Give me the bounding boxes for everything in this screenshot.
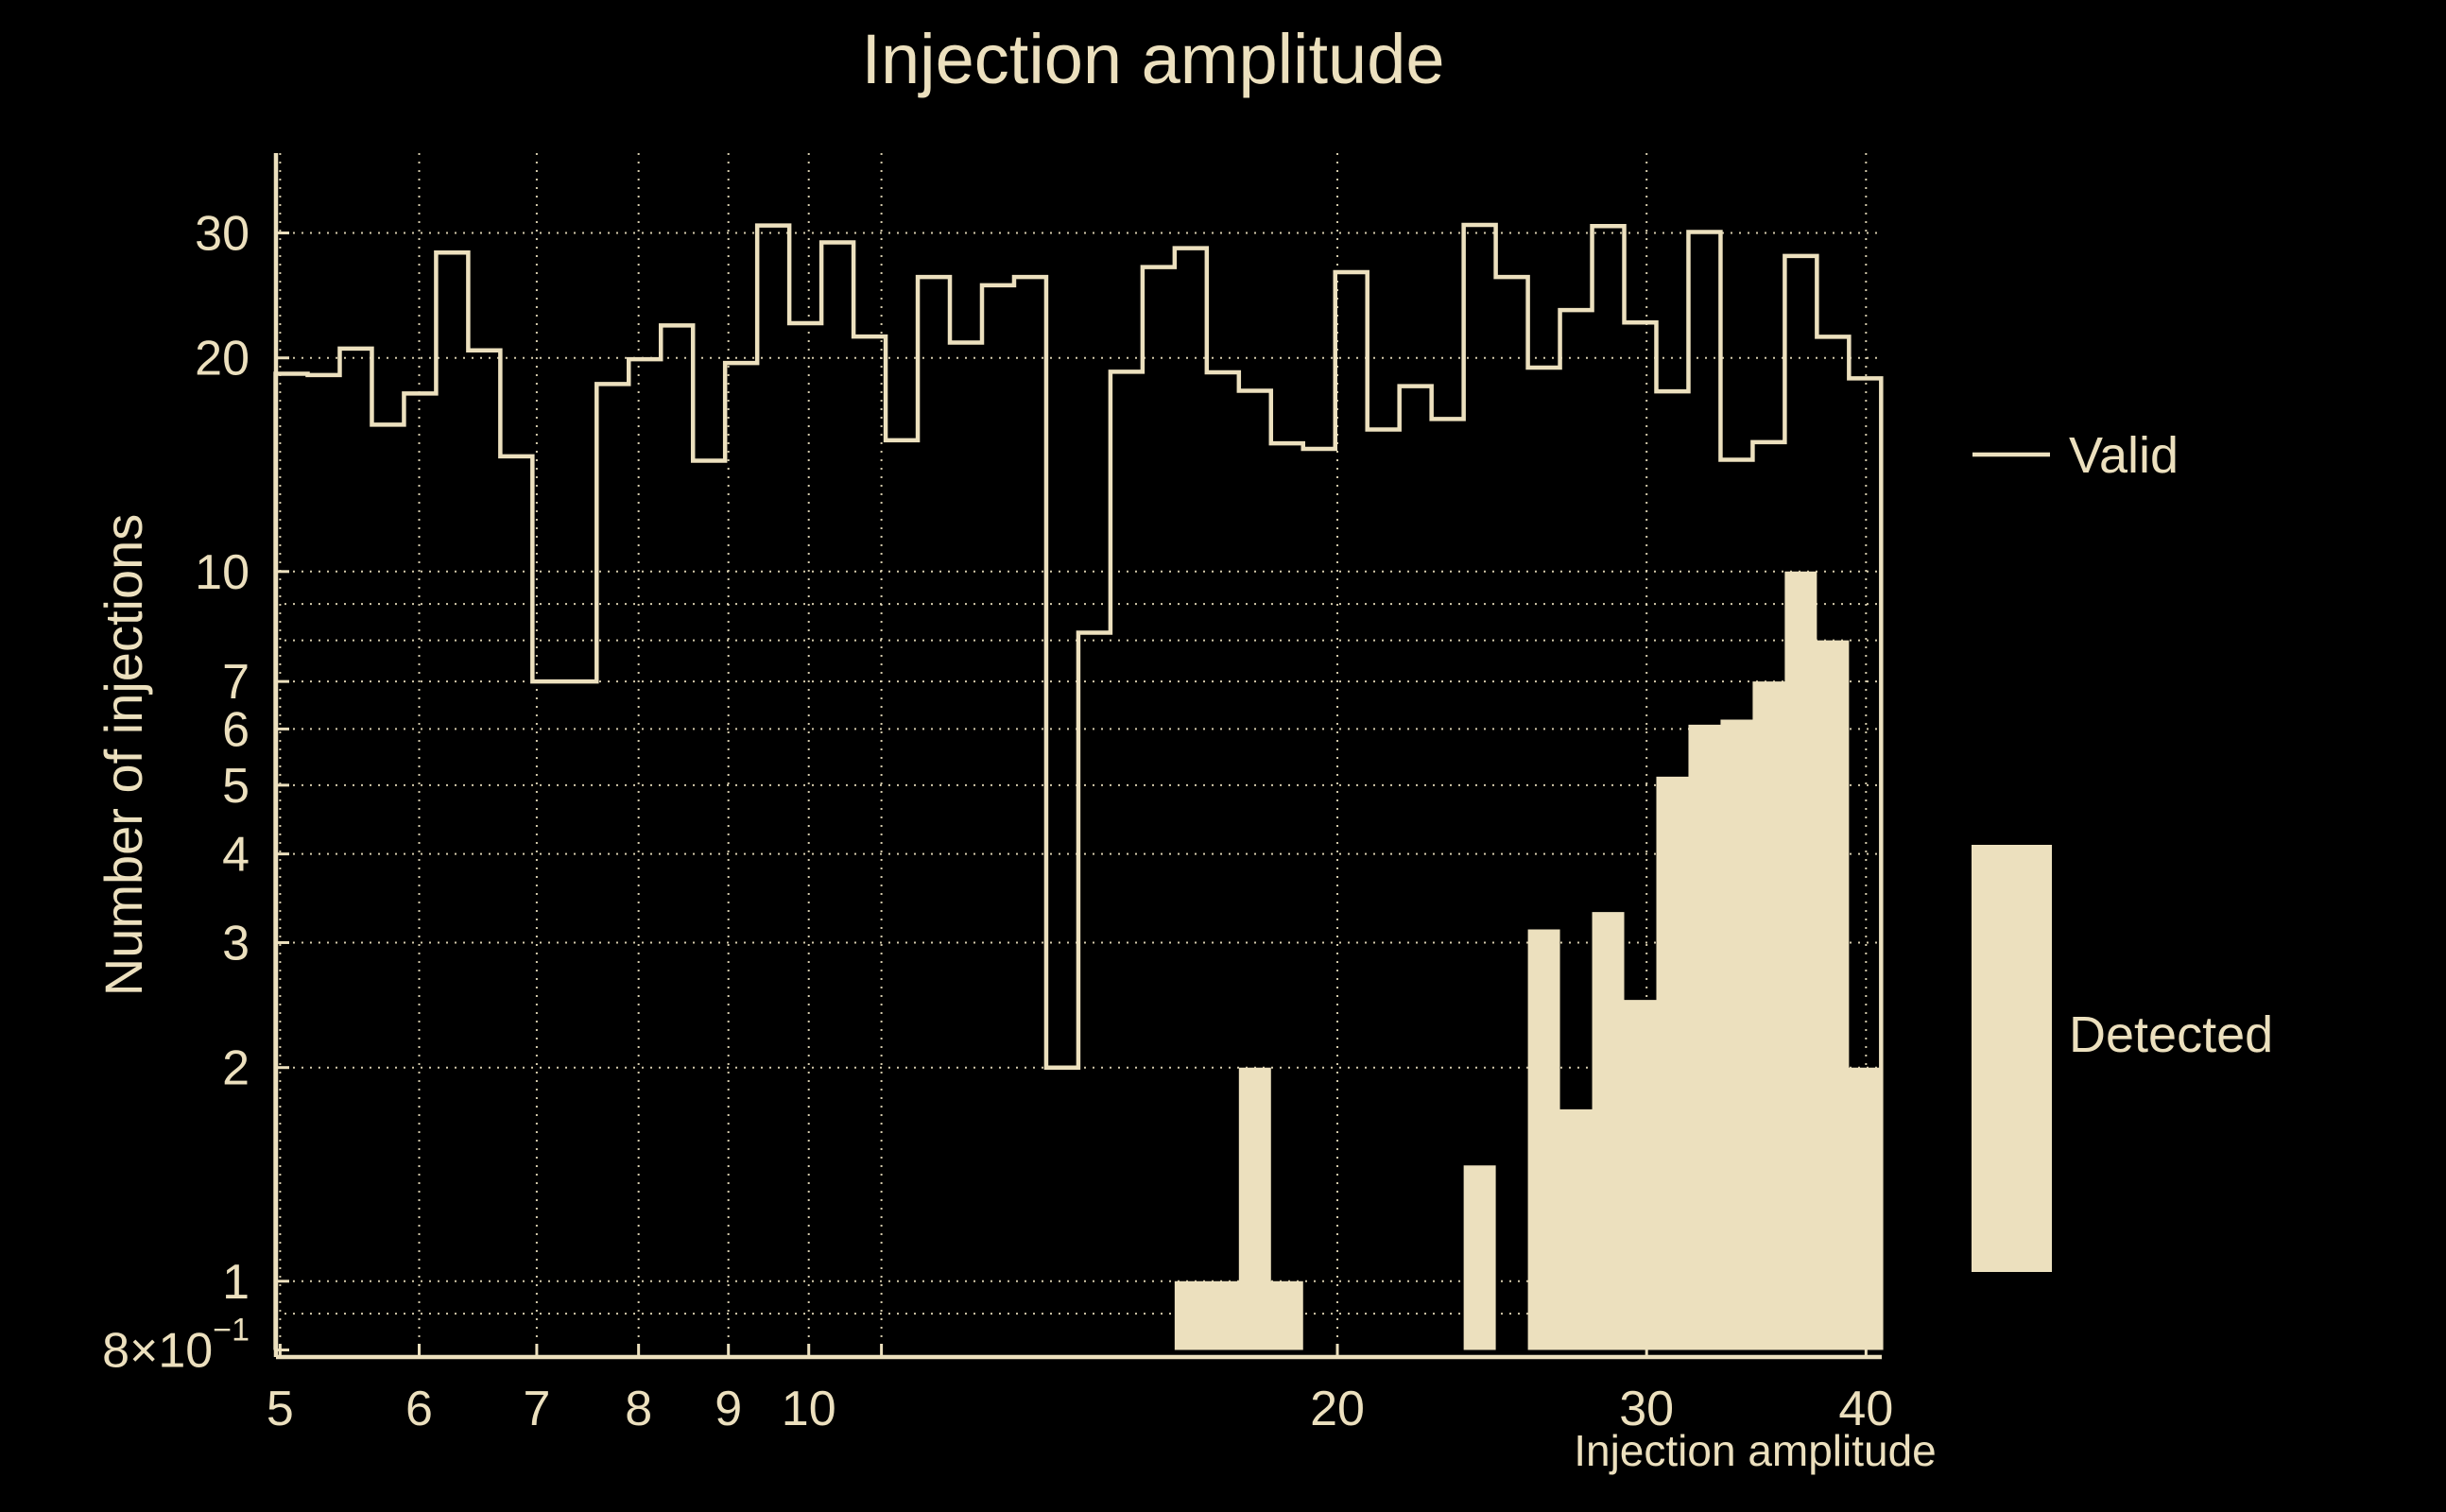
svg-text:Injection amplitude: Injection amplitude xyxy=(861,20,1444,98)
svg-text:Number of injections: Number of injections xyxy=(94,514,153,996)
svg-text:10: 10 xyxy=(195,545,250,600)
svg-text:30: 30 xyxy=(195,206,250,261)
svg-text:20: 20 xyxy=(1310,1382,1365,1436)
svg-text:8: 8 xyxy=(625,1382,652,1436)
svg-text:2: 2 xyxy=(222,1041,250,1096)
svg-text:10: 10 xyxy=(782,1382,836,1436)
svg-text:4: 4 xyxy=(222,828,250,883)
svg-text:9: 9 xyxy=(715,1382,742,1436)
svg-text:Injection amplitude: Injection amplitude xyxy=(1574,1426,1937,1475)
svg-text:5: 5 xyxy=(267,1382,294,1436)
svg-text:1: 1 xyxy=(222,1255,250,1310)
svg-text:Valid: Valid xyxy=(2069,427,2179,484)
svg-text:7: 7 xyxy=(523,1382,550,1436)
svg-text:7: 7 xyxy=(222,655,250,710)
svg-text:20: 20 xyxy=(195,332,250,387)
svg-text:3: 3 xyxy=(222,916,250,971)
svg-text:Detected: Detected xyxy=(2069,1006,2273,1063)
svg-text:6: 6 xyxy=(222,702,250,757)
svg-text:5: 5 xyxy=(222,759,250,814)
svg-text:6: 6 xyxy=(405,1382,433,1436)
